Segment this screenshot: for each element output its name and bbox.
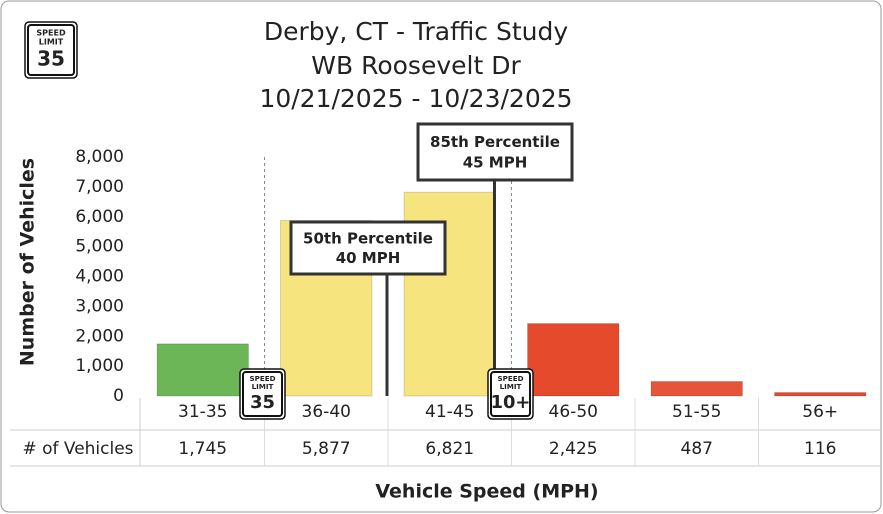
sign-border (490, 371, 531, 417)
y-tick-label: 5,000 (75, 237, 124, 257)
x-tick-label: 41-45 (425, 402, 474, 422)
table-row-label: # of Vehicles (22, 439, 133, 459)
annotation-text: 45 MPH (463, 154, 528, 172)
y-tick-label: 2,000 (75, 326, 124, 346)
chart-subtitle: WB Roosevelt Dr (311, 51, 521, 80)
chart-subtitle: 10/21/2025 - 10/23/2025 (259, 84, 572, 113)
y-tick-label: 6,000 (75, 207, 124, 227)
x-tick-label: 36-40 (302, 402, 351, 422)
bar (774, 392, 867, 397)
y-tick-label: 7,000 (75, 177, 124, 197)
annotation-box (289, 220, 447, 276)
table-value: 116 (804, 439, 836, 459)
table-value: 6,821 (425, 439, 474, 459)
sign-number: 35 (250, 392, 275, 413)
x-tick-label: 46-50 (549, 402, 598, 422)
annotation-box (416, 122, 574, 182)
sign-text: SPEED (36, 29, 66, 38)
chart-title: Derby, CT - Traffic Study (264, 17, 569, 46)
sign-text: LIMIT (39, 38, 64, 47)
y-axis-label: Number of Vehicles (17, 158, 39, 366)
annotation-text: 50th Percentile (303, 230, 433, 248)
table-value: 5,877 (302, 439, 351, 459)
bar (650, 380, 743, 397)
annotation-text: 40 MPH (336, 249, 401, 267)
table-value: 1,745 (178, 439, 227, 459)
sign-border (27, 24, 75, 76)
x-tick-label: 56+ (802, 402, 838, 422)
table-value: 2,425 (549, 439, 598, 459)
sign-plate (239, 368, 286, 420)
table-value: 487 (681, 439, 713, 459)
sign-text: LIMIT (252, 382, 274, 391)
sign-border (242, 371, 283, 417)
sign-number: 10+ (491, 392, 531, 413)
sign-plate (487, 368, 534, 420)
y-tick-label: 8,000 (75, 147, 124, 167)
y-tick-label: 3,000 (75, 296, 124, 316)
sign-text: LIMIT (500, 382, 522, 391)
annotation-text: 85th Percentile (430, 133, 560, 151)
sign-plate (24, 21, 78, 79)
x-axis-label: Vehicle Speed (MPH) (375, 481, 598, 503)
bar (156, 343, 249, 397)
y-tick-label: 4,000 (75, 267, 124, 287)
sign-text: SPEED (497, 374, 523, 383)
x-tick-label: 31-35 (178, 402, 227, 422)
y-tick-label: 0 (113, 386, 124, 406)
sign-text: SPEED (249, 374, 275, 383)
sign-number: 35 (37, 47, 65, 71)
bar (527, 323, 620, 397)
y-tick-label: 1,000 (75, 356, 124, 376)
x-tick-label: 51-55 (672, 402, 721, 422)
